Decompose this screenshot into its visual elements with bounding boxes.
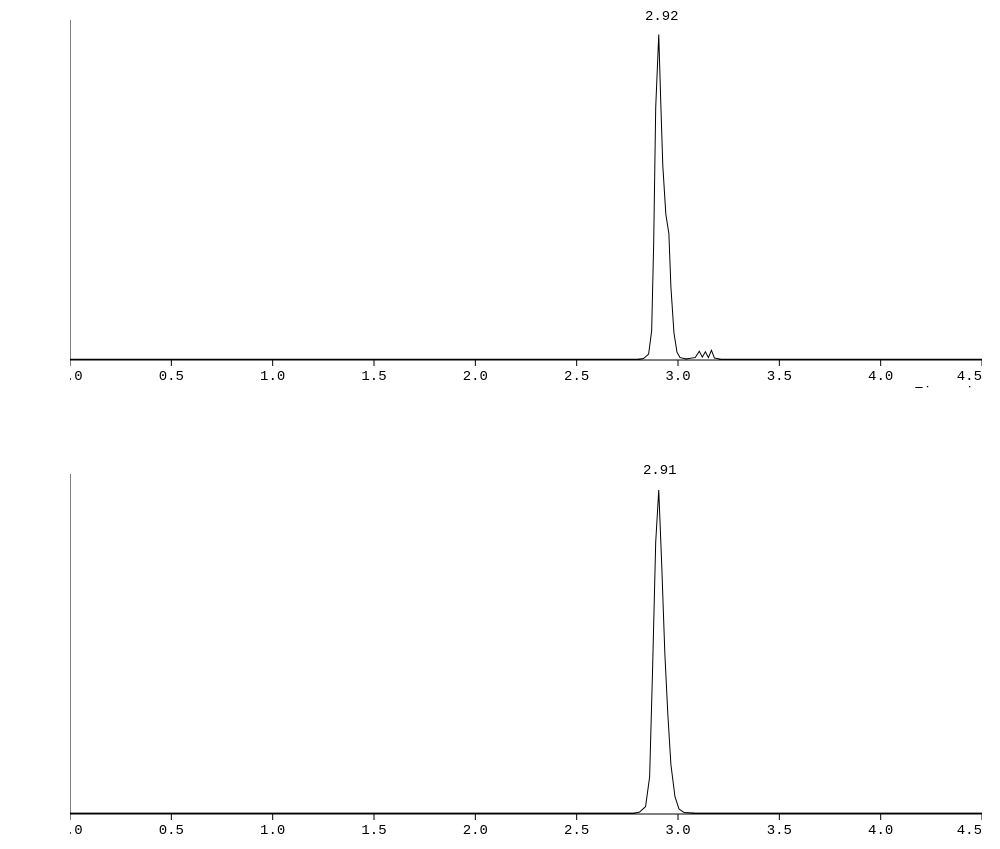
x-tick-label: 1.5 — [361, 823, 386, 839]
chromatogram-bottom: 0.00.51.01.52.02.53.03.54.04.50.05.0e41.… — [70, 462, 982, 842]
x-tick-label: 2.0 — [463, 369, 488, 385]
x-tick-label: 3.5 — [767, 823, 792, 839]
peak-label: 2.91 — [643, 463, 677, 479]
chromatogram-top: 0.00.51.01.52.02.53.03.54.04.50.05.0e41.… — [70, 8, 982, 388]
x-tick-label: 2.0 — [463, 823, 488, 839]
x-tick-label: 3.0 — [665, 823, 690, 839]
chromatogram-bottom-svg: 0.00.51.01.52.02.53.03.54.04.50.05.0e41.… — [70, 462, 982, 842]
chromatogram-trace — [70, 490, 982, 813]
x-tick-label: 4.0 — [868, 823, 893, 839]
chromatogram-trace — [70, 35, 982, 360]
x-tick-label: 2.5 — [564, 823, 589, 839]
x-tick-label: 0.0 — [70, 823, 83, 839]
figure: 0.00.51.01.52.02.53.03.54.04.50.05.0e41.… — [0, 0, 1000, 849]
x-tick-label: 1.5 — [361, 369, 386, 385]
peak-label: 2.92 — [645, 9, 679, 25]
x-tick-label: 3.0 — [665, 369, 690, 385]
x-tick-label: 1.0 — [260, 369, 285, 385]
x-tick-label: 1.0 — [260, 823, 285, 839]
x-tick-label: 4.5 — [957, 823, 982, 839]
x-tick-label: 4.5 — [957, 369, 982, 385]
chromatogram-top-svg: 0.00.51.01.52.02.53.03.54.04.50.05.0e41.… — [70, 8, 982, 388]
x-tick-label: 0.5 — [159, 823, 184, 839]
x-tick-label: 0.0 — [70, 369, 83, 385]
x-tick-label: 3.5 — [767, 369, 792, 385]
x-tick-label: 0.5 — [159, 369, 184, 385]
x-tick-label: 2.5 — [564, 369, 589, 385]
x-tick-label: 4.0 — [868, 369, 893, 385]
x-axis-title: Time,min — [915, 385, 982, 388]
